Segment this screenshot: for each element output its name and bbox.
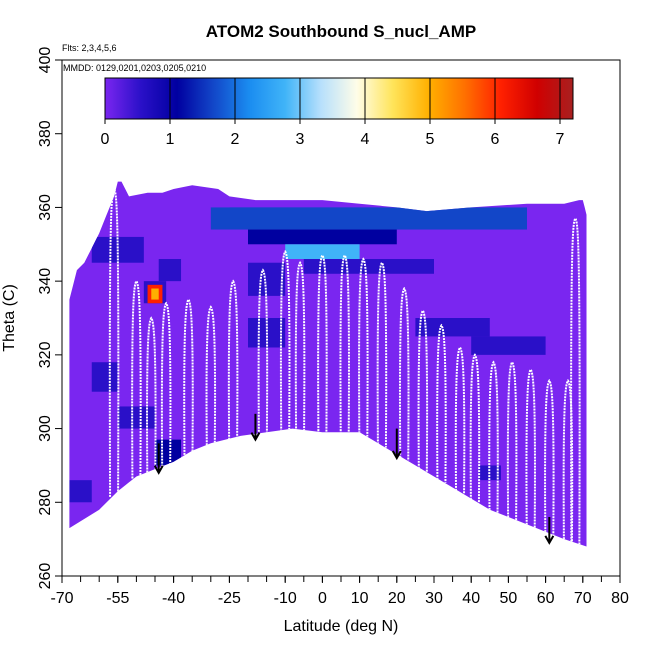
profile-trace [417, 308, 429, 472]
colorbar-gradient [104, 77, 574, 120]
x-axis-label: Latitude (deg N) [284, 618, 399, 635]
profile-trace [525, 367, 536, 528]
y-tick-label: 260 [37, 563, 54, 590]
profile-trace [398, 286, 410, 461]
heatmap-cell [285, 244, 360, 260]
x-tick-label: 60 [537, 590, 555, 607]
heatmap-cell [248, 229, 397, 245]
x-tick-label: 0 [318, 590, 327, 607]
colorbar-tick-label: 4 [361, 131, 370, 148]
x-tick-label: -70 [50, 590, 73, 607]
x-tick-label: 40 [462, 590, 480, 607]
heatmap-cell [91, 362, 118, 392]
x-tick-label: 10 [351, 590, 369, 607]
flight-profiles [108, 187, 581, 545]
y-tick-label: 300 [37, 415, 54, 442]
profile-trace [227, 279, 239, 440]
y-tick-label: 280 [37, 489, 54, 516]
dates-note: MMDD: 0129,0201,0203,0205,0210 [63, 63, 206, 73]
coverage-region [69, 181, 587, 547]
x-tick-label: 20 [388, 590, 406, 607]
x-tick-label: 70 [574, 590, 592, 607]
profile-trace [544, 378, 555, 536]
colorbar-tick-label: 0 [101, 131, 110, 148]
profile-trace [131, 279, 142, 479]
flights-note: Flts: 2,3,4,5,6 [62, 43, 117, 53]
profile-trace [279, 249, 291, 432]
x-tick-label: 80 [611, 590, 629, 607]
profile-trace [570, 216, 581, 545]
profile-trace [317, 253, 328, 435]
y-tick-label: 320 [37, 341, 54, 368]
arrow-head [153, 465, 164, 475]
profile-trace [339, 253, 350, 435]
y-axis-label: Theta (C) [1, 284, 18, 352]
profile-trace [506, 360, 518, 521]
x-tick-label: -25 [218, 590, 241, 607]
heatmap-cell [415, 318, 490, 337]
profile-trace [146, 316, 157, 473]
axes: -70 -55 -40 -25 -10 0 10 20 30 40 50 60 70 8026028030… [37, 47, 629, 607]
y-tick-label: 340 [37, 268, 54, 295]
profile-trace [257, 268, 269, 435]
chart-title: ATOM2 Southbound S_nucl_AMP [206, 22, 476, 41]
colorbar-tick-label: 1 [166, 131, 175, 148]
heatmap-cell [229, 207, 379, 223]
x-tick-label: -55 [106, 590, 129, 607]
x-tick-label: 30 [425, 590, 443, 607]
y-tick-label: 400 [37, 47, 54, 74]
y-tick-label: 380 [37, 120, 54, 147]
colorbar-tick-label: 5 [426, 131, 435, 148]
heatmap-cell [151, 288, 159, 300]
profile-trace [160, 301, 172, 467]
colorbar-tick-label: 3 [296, 131, 305, 148]
profile-trace [436, 323, 447, 483]
heatmap-cell [69, 480, 92, 503]
profile-trace [358, 257, 369, 437]
heatmap-cell [303, 259, 434, 274]
heatmap-cell [158, 259, 182, 282]
profile-trace [376, 261, 388, 448]
colorbar-tick-label: 7 [556, 131, 565, 148]
profile-trace [205, 305, 217, 446]
arrow-head [250, 432, 261, 442]
x-tick-label: 50 [500, 590, 518, 607]
profile-trace [562, 378, 574, 543]
heatmap-cell [471, 336, 546, 355]
x-tick-label: -40 [162, 590, 185, 607]
arrow-head [544, 535, 555, 545]
colorbar-tick-label: 6 [491, 131, 500, 148]
heatmap-cell [117, 406, 155, 429]
profile-trace [469, 353, 481, 503]
colorbar: 0 1 2 3 4 5 6 7 [101, 77, 574, 148]
x-tick-label: -10 [274, 590, 297, 607]
arrow-head [391, 450, 402, 461]
heatmap-cell [248, 262, 286, 296]
profile-traces [108, 187, 581, 545]
profile-trace [294, 261, 306, 432]
y-tick-label: 360 [37, 194, 54, 221]
profile-trace [488, 360, 499, 514]
arrow-markers [153, 413, 555, 545]
colorbar-tick-label: 2 [231, 131, 240, 148]
